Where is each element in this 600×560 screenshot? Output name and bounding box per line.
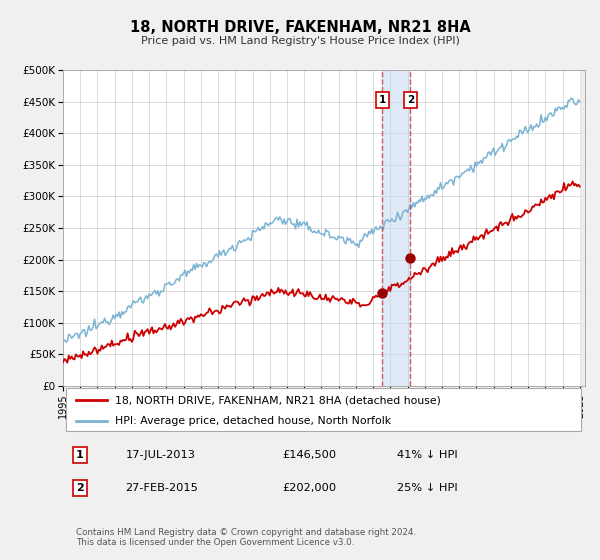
Text: £146,500: £146,500 (282, 450, 337, 460)
Text: 18, NORTH DRIVE, FAKENHAM, NR21 8HA (detached house): 18, NORTH DRIVE, FAKENHAM, NR21 8HA (det… (115, 395, 441, 405)
Text: HPI: Average price, detached house, North Norfolk: HPI: Average price, detached house, Nort… (115, 417, 391, 427)
Bar (580, 70, 600, 386)
Text: Price paid vs. HM Land Registry's House Price Index (HPI): Price paid vs. HM Land Registry's House … (140, 36, 460, 46)
Text: 2: 2 (76, 483, 84, 493)
Text: 27-FEB-2015: 27-FEB-2015 (125, 483, 199, 493)
Text: 1: 1 (76, 450, 84, 460)
Text: £202,000: £202,000 (282, 483, 337, 493)
Text: 41% ↓ HPI: 41% ↓ HPI (397, 450, 458, 460)
Text: 1: 1 (379, 95, 386, 105)
Text: 17-JUL-2013: 17-JUL-2013 (125, 450, 196, 460)
Text: 25% ↓ HPI: 25% ↓ HPI (397, 483, 458, 493)
Text: 2: 2 (407, 95, 414, 105)
Text: Contains HM Land Registry data © Crown copyright and database right 2024.
This d: Contains HM Land Registry data © Crown c… (76, 528, 416, 547)
Bar (382, 70, 410, 386)
Text: 18, NORTH DRIVE, FAKENHAM, NR21 8HA: 18, NORTH DRIVE, FAKENHAM, NR21 8HA (130, 20, 470, 35)
FancyBboxPatch shape (65, 388, 581, 431)
